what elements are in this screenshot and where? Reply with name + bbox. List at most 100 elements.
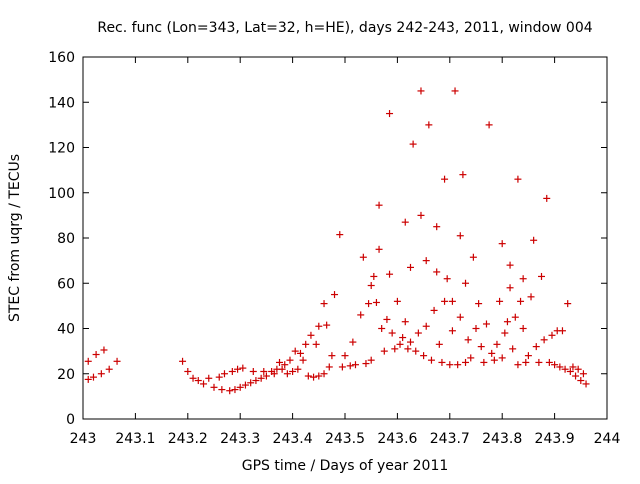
data-point [241,381,249,389]
data-point [257,374,265,382]
data-point [236,383,244,391]
data-point [97,370,105,378]
data-point [294,365,302,373]
data-point [514,175,522,183]
data-point [417,211,425,219]
data-point [407,338,414,346]
x-tick-label: 243.3 [220,431,260,447]
data-point [289,367,297,375]
data-point [564,300,572,308]
y-tick-label: 120 [48,141,75,157]
data-point [307,331,315,339]
data-point [367,356,375,364]
data-point [370,272,378,280]
data-point [569,363,577,371]
data-point [231,386,239,394]
data-point [401,218,409,226]
data-point [336,231,344,239]
x-ticks: 243 243.1 243.2 243.3 243.4 243.5 243.6 243.7 24… [70,57,620,447]
data-point [425,121,433,129]
data-point [488,349,496,357]
data-point [346,362,354,370]
data-point [113,357,121,365]
y-tick-label: 140 [48,95,75,111]
data-point [365,300,373,308]
data-point [433,223,441,231]
data-point [572,372,580,380]
data-point [422,322,430,330]
data-point [283,370,291,378]
data-point [543,194,551,202]
data-point [296,349,304,357]
data-point [399,334,407,342]
data-point [467,354,475,362]
data-point [249,367,257,375]
data-point [262,372,270,380]
data-point [407,263,414,271]
x-tick-label: 243 [70,431,97,447]
data-point [538,272,545,280]
data-point [278,365,286,373]
data-point [310,373,318,381]
data-point [215,373,223,381]
data-point [194,377,202,385]
data-point [519,275,527,283]
data-point [532,343,540,351]
x-tick-label: 243.6 [377,431,417,447]
data-point [427,356,435,364]
data-point [239,364,247,372]
data-point [331,291,339,299]
data-point [100,346,108,354]
data-point [435,340,443,348]
y-axis-label: STEC from uqrg / TECUs [7,154,23,322]
data-point [566,367,574,375]
data-point [509,345,517,353]
data-point [247,379,255,387]
plot-frame [82,56,608,420]
data-point [524,352,532,360]
data-point [464,336,472,344]
data-point [448,297,456,305]
data-point [496,297,504,305]
data-point [579,370,587,378]
y-tick-label: 20 [57,367,75,383]
data-point [409,140,417,148]
data-point [420,352,428,360]
data-point [89,373,97,381]
data-point [417,87,425,95]
data-point [412,347,420,355]
data-point [490,356,498,364]
data-point [386,110,394,118]
data-point [323,321,331,329]
data-point [226,387,234,395]
data-point [378,325,386,332]
data-point [506,261,514,269]
x-tick-label: 243.9 [535,431,575,447]
data-point [391,345,399,353]
data-point [375,201,383,209]
data-point [577,377,585,385]
data-point [574,365,582,373]
data-point [184,367,192,375]
data-point [372,298,380,306]
data-point [446,361,454,369]
data-point [548,331,556,339]
data-point [252,377,260,385]
y-tick-label: 160 [48,50,75,66]
data-point [349,338,357,346]
data-point [530,236,538,244]
data-point [189,374,197,382]
data-point [315,372,323,380]
x-axis-label: GPS time / Days of year 2011 [242,458,449,474]
chart-title: Rec. func (Lon=343, Lat=32, h=HE), days … [97,20,592,36]
data-point [234,365,242,373]
data-point [480,358,488,366]
data-point [270,370,278,378]
data-point [341,352,349,360]
data-point [92,351,100,359]
data-point [210,383,218,391]
data-point [205,374,213,382]
data-point [430,306,438,314]
data-point [451,87,459,95]
